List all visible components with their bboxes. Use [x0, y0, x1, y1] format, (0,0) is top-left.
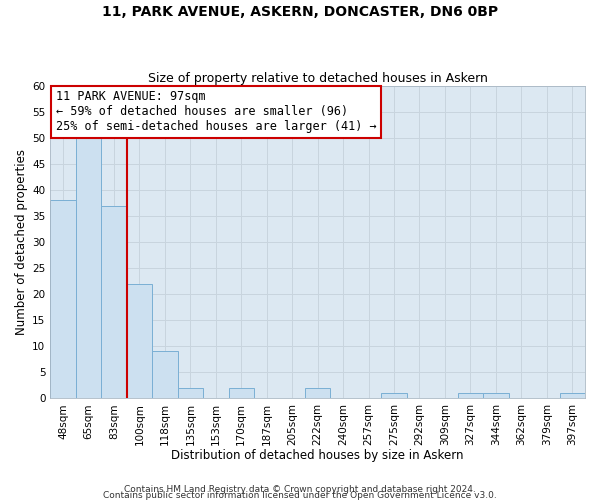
Y-axis label: Number of detached properties: Number of detached properties [15, 149, 28, 335]
Bar [127, 284, 152, 399]
X-axis label: Distribution of detached houses by size in Askern: Distribution of detached houses by size … [172, 450, 464, 462]
Bar [50, 200, 76, 398]
Bar [483, 393, 509, 398]
Bar [101, 206, 127, 398]
Bar [76, 138, 101, 398]
Bar [229, 388, 254, 398]
Bar [305, 388, 331, 398]
Bar [560, 393, 585, 398]
Text: Contains public sector information licensed under the Open Government Licence v3: Contains public sector information licen… [103, 490, 497, 500]
Bar [458, 393, 483, 398]
Text: 11 PARK AVENUE: 97sqm
← 59% of detached houses are smaller (96)
25% of semi-deta: 11 PARK AVENUE: 97sqm ← 59% of detached … [56, 90, 376, 134]
Title: Size of property relative to detached houses in Askern: Size of property relative to detached ho… [148, 72, 488, 85]
Text: Contains HM Land Registry data © Crown copyright and database right 2024.: Contains HM Land Registry data © Crown c… [124, 485, 476, 494]
Bar [178, 388, 203, 398]
Bar [381, 393, 407, 398]
Bar [152, 352, 178, 399]
Text: 11, PARK AVENUE, ASKERN, DONCASTER, DN6 0BP: 11, PARK AVENUE, ASKERN, DONCASTER, DN6 … [102, 5, 498, 19]
